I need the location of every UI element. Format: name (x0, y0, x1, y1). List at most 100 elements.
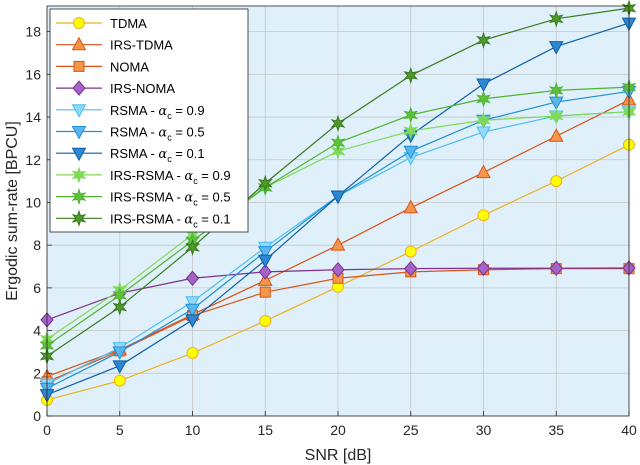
x-tick-label: 5 (116, 422, 124, 438)
y-tick-label: 18 (25, 24, 41, 40)
y-tick-label: 6 (33, 280, 41, 296)
data-point (403, 145, 419, 160)
y-axis-label: Ergodic sum-rate [BPCU] (4, 121, 21, 301)
legend-marker (71, 209, 87, 227)
y-tick-label: 4 (33, 323, 41, 339)
legend-label-main: RSMA - (110, 103, 158, 118)
data-point (259, 286, 271, 298)
legend-entry: TDMA (56, 16, 147, 31)
y-tick-label: 14 (25, 109, 41, 125)
legend-marker (71, 166, 87, 184)
legend-alpha-symbol: α (158, 147, 167, 162)
data-point (403, 106, 419, 124)
data-point (330, 134, 346, 152)
legend-value: = 0.9 (172, 103, 205, 118)
legend-alpha-symbol: α (184, 169, 193, 184)
y-tick-label: 12 (25, 152, 41, 168)
legend-marker (71, 147, 87, 162)
legend-label: TDMA (110, 16, 147, 31)
legend-label-main: IRS-NOMA (110, 81, 175, 96)
data-point (548, 128, 564, 142)
legend-subscript: c (167, 111, 172, 121)
data-point (476, 164, 491, 179)
x-tick-label: 10 (185, 422, 201, 438)
legend-label: IRS-TDMA (110, 38, 173, 53)
legend-value: = 0.9 (198, 168, 231, 183)
data-point (258, 264, 272, 280)
data-point (548, 10, 564, 28)
legend-entry: IRS-RSMA - αc = 0.1 (56, 209, 231, 229)
legend-entry: IRS-RSMA - αc = 0.5 (56, 188, 231, 208)
series-9 (39, 78, 637, 355)
legend-label: RSMA - αc = 0.9 (110, 103, 205, 121)
data-point (257, 246, 273, 260)
data-point (113, 374, 126, 387)
legend-marker (73, 60, 85, 72)
series-1 (41, 138, 635, 406)
data-point (404, 245, 417, 258)
data-point (257, 174, 273, 192)
legend-marker (72, 80, 86, 96)
data-point (550, 175, 563, 188)
legend-label-main: IRS-RSMA - (110, 168, 184, 183)
legend-value: = 0.1 (198, 211, 231, 226)
legend-entry: IRS-TDMA (56, 36, 173, 53)
data-point (330, 237, 346, 251)
y-tick-label: 0 (33, 408, 41, 424)
x-tick-label: 25 (403, 422, 419, 438)
y-tick-label: 8 (33, 237, 41, 253)
data-point (548, 107, 564, 125)
data-point (257, 254, 273, 269)
x-tick-label: 20 (330, 422, 346, 438)
data-point (259, 314, 272, 327)
legend-subscript: c (167, 133, 172, 143)
legend-alpha-symbol: α (184, 191, 193, 206)
legend-alpha-symbol: α (158, 126, 167, 141)
series-4 (40, 260, 636, 328)
data-point (330, 190, 346, 205)
data-point (476, 78, 491, 92)
legend-alpha-symbol: α (158, 104, 167, 119)
legend-label: RSMA - αc = 0.5 (110, 125, 205, 143)
data-point (477, 209, 490, 222)
legend-label-main: IRS-TDMA (110, 38, 173, 53)
legend-label-main: NOMA (110, 59, 149, 74)
legend-label: IRS-RSMA - αc = 0.5 (110, 190, 231, 208)
data-point (548, 81, 564, 99)
legend-label: IRS-NOMA (110, 81, 175, 96)
legend-marker (71, 126, 87, 140)
legend-subscript: c (193, 219, 198, 229)
legend-marker (71, 104, 87, 118)
data-point (476, 260, 491, 276)
legend-label-main: RSMA - (110, 146, 158, 161)
legend-entry: IRS-RSMA - αc = 0.9 (56, 166, 231, 186)
legend-label-main: TDMA (110, 16, 147, 31)
y-tick-label: 2 (33, 365, 41, 381)
legend-label-main: IRS-RSMA - (110, 190, 184, 205)
legend-marker (71, 36, 87, 51)
data-point (403, 66, 419, 84)
data-point (112, 298, 128, 316)
data-point (185, 303, 200, 318)
legend-subscript: c (167, 154, 172, 164)
legend-entry: RSMA - αc = 0.1 (56, 146, 205, 164)
legend-entry: RSMA - αc = 0.9 (56, 103, 205, 121)
legend-entry: NOMA (56, 59, 149, 74)
data-point (548, 41, 564, 55)
legend-value: = 0.1 (172, 146, 205, 161)
legend-label-main: IRS-RSMA - (110, 211, 184, 226)
x-tick-label: 40 (621, 422, 637, 438)
data-point (112, 360, 128, 374)
data-point (185, 238, 200, 256)
legend-value: = 0.5 (172, 125, 205, 140)
data-point (185, 296, 200, 310)
x-tick-label: 15 (257, 422, 273, 438)
data-point (330, 114, 346, 132)
ticks: 0 5 10 15 20 25 30 35 40 0 2 4 6 8 10 12 14 16 18 (25, 24, 637, 438)
legend-subscript: c (193, 176, 198, 186)
data-point (476, 31, 491, 49)
legend-entry: IRS-NOMA (56, 80, 175, 96)
